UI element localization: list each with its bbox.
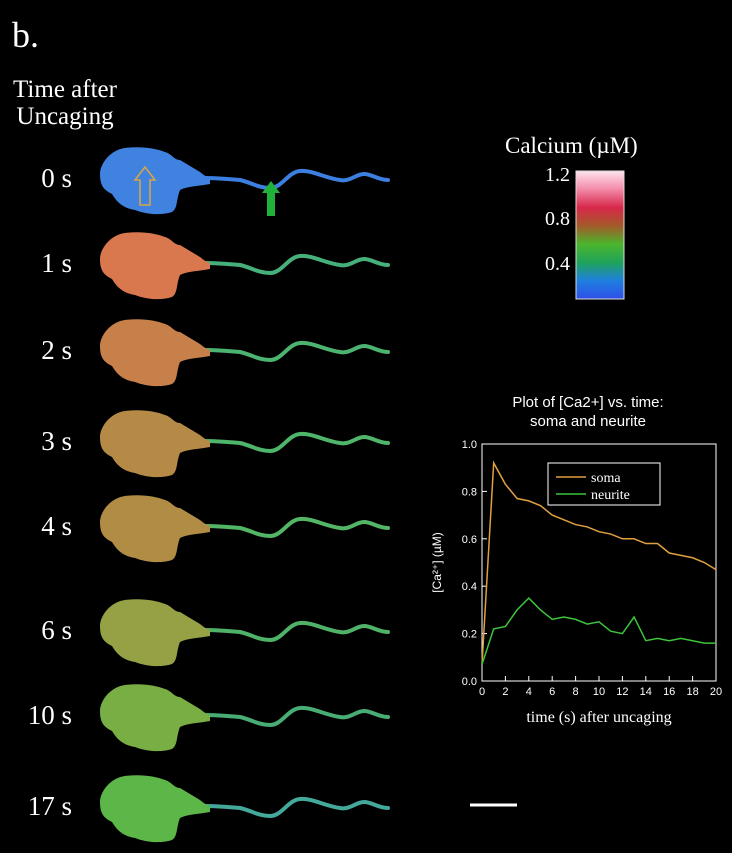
x-tick-label: 4 [526, 686, 532, 698]
time-label: 4 s [41, 511, 72, 541]
soma [100, 319, 210, 387]
neuron-frame [100, 319, 390, 387]
legend-entry: soma [591, 471, 621, 486]
y-tick-label: 0.8 [462, 486, 477, 498]
time-label: 17 s [27, 791, 72, 821]
y-tick-label: 0.0 [462, 676, 477, 688]
legend-entry: neurite [591, 488, 630, 503]
time-header-line1: Time after [13, 76, 117, 103]
neurite [203, 253, 390, 276]
time-label: 1 s [41, 248, 72, 278]
chart-legend: soma neurite [547, 462, 661, 506]
colorbar-tick-label: 1.2 [545, 164, 570, 186]
neuron-frame [100, 684, 390, 752]
soma [100, 684, 210, 752]
neurite [203, 705, 390, 728]
neuron-frame [100, 495, 390, 563]
colorbar [575, 170, 625, 300]
colorbar-tick-label: 0.4 [545, 253, 570, 275]
neurite [203, 431, 390, 454]
chart-title: Plot of [Ca2+] vs. time: soma and neurit… [448, 393, 728, 431]
soma [100, 775, 210, 843]
x-tick-label: 16 [663, 686, 675, 698]
x-tick-label: 0 [479, 686, 485, 698]
y-tick-label: 0.2 [462, 629, 477, 641]
neurite-arrow-icon [262, 181, 280, 216]
x-tick-label: 8 [573, 686, 579, 698]
panel-label: b. [12, 15, 39, 55]
soma-arrow-icon [133, 165, 157, 206]
soma [100, 232, 210, 300]
x-axis-label: time (s) after uncaging [526, 709, 671, 726]
x-tick-label: 14 [640, 686, 652, 698]
colorbar-tick-label: 0.8 [545, 208, 570, 230]
neurite [203, 620, 390, 643]
time-label: 10 s [27, 700, 72, 730]
y-tick-label: 0.6 [462, 534, 477, 546]
time-header-line2: Uncaging [16, 103, 114, 130]
chart-title-line2: soma and neurite [530, 413, 646, 430]
time-label: 6 s [41, 615, 72, 645]
x-tick-label: 2 [502, 686, 508, 698]
soma [100, 495, 210, 563]
neurite [203, 796, 390, 819]
soma [100, 410, 210, 478]
y-axis-label: [Ca²⁺] (µM) [430, 532, 444, 593]
x-tick-label: 6 [549, 686, 555, 698]
series-line-neurite [481, 596, 716, 665]
soma [100, 599, 210, 667]
neuron-frame [100, 599, 390, 667]
time-label: 2 s [41, 335, 72, 365]
x-tick-label: 10 [593, 686, 605, 698]
legend-box [547, 462, 661, 506]
neurite [203, 168, 390, 191]
time-header: Time after Uncaging [0, 76, 130, 130]
neuron-frame [100, 232, 390, 300]
y-tick-label: 1.0 [462, 439, 477, 451]
neurite [203, 516, 390, 539]
x-tick-label: 12 [616, 686, 628, 698]
y-tick-label: 0.4 [462, 581, 477, 593]
time-label: 3 s [41, 426, 72, 456]
x-tick-label: 18 [686, 686, 698, 698]
series-line-soma [481, 460, 717, 665]
neuron-frame [100, 410, 390, 478]
neurite [203, 340, 390, 363]
x-tick-label: 20 [710, 686, 722, 698]
chart-title-line1: Plot of [Ca2+] vs. time: [512, 394, 664, 411]
neuron-frame [100, 775, 390, 843]
colorbar-title: Calcium (µM) [505, 133, 638, 158]
time-label: 0 s [41, 163, 72, 193]
